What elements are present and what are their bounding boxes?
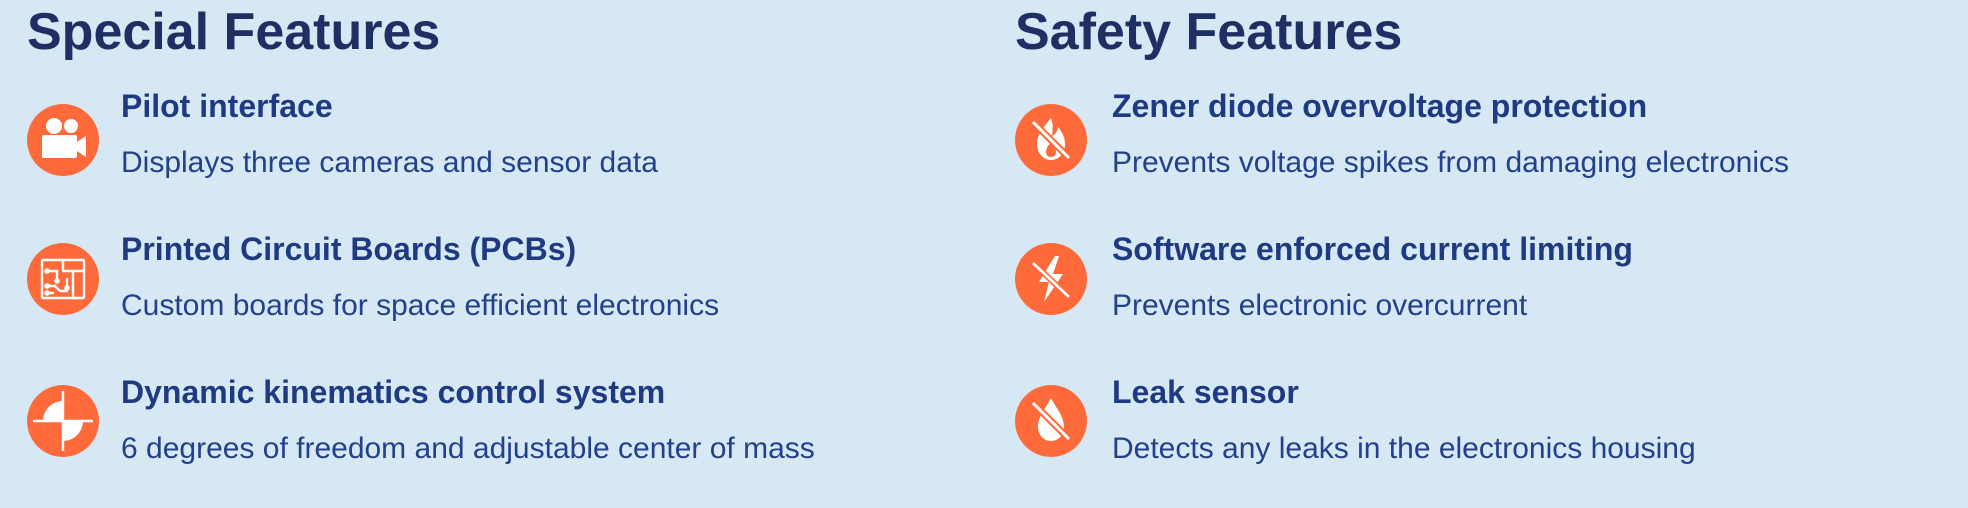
video-camera-icon — [27, 104, 99, 176]
feature-title: Leak sensor — [1112, 374, 1299, 410]
special-features-heading: Special Features — [27, 3, 441, 61]
safety-features-heading: Safety Features — [1015, 3, 1403, 61]
no-lightning-icon — [1015, 243, 1087, 315]
feature-title: Dynamic kinematics control system — [121, 374, 666, 410]
feature-item-kinematics: Dynamic kinematics control system 6 degr… — [27, 374, 987, 504]
feature-item-zener-diode: Zener diode overvoltage protection Preve… — [1015, 88, 1955, 218]
feature-title: Pilot interface — [121, 88, 333, 124]
feature-title: Zener diode overvoltage protection — [1112, 88, 1648, 124]
feature-item-leak-sensor: Leak sensor Detects any leaks in the ele… — [1015, 374, 1955, 504]
feature-description: 6 degrees of freedom and adjustable cent… — [121, 432, 815, 465]
feature-description: Displays three cameras and sensor data — [121, 146, 658, 179]
feature-item-pilot-interface: Pilot interface Displays three cameras a… — [27, 88, 987, 218]
feature-description: Prevents voltage spikes from damaging el… — [1112, 146, 1789, 179]
feature-item-current-limiting: Software enforced current limiting Preve… — [1015, 231, 1955, 361]
feature-description: Prevents electronic overcurrent — [1112, 289, 1528, 322]
feature-description: Custom boards for space efficient electr… — [121, 289, 720, 322]
feature-title: Printed Circuit Boards (PCBs) — [121, 231, 577, 267]
feature-title: Software enforced current limiting — [1112, 231, 1633, 267]
center-of-mass-icon — [27, 385, 99, 457]
no-fire-icon — [1015, 104, 1087, 176]
feature-item-pcbs: Printed Circuit Boards (PCBs) Custom boa… — [27, 231, 987, 361]
no-water-drop-icon — [1015, 385, 1087, 457]
feature-description: Detects any leaks in the electronics hou… — [1112, 432, 1696, 465]
circuit-board-icon — [27, 243, 99, 315]
